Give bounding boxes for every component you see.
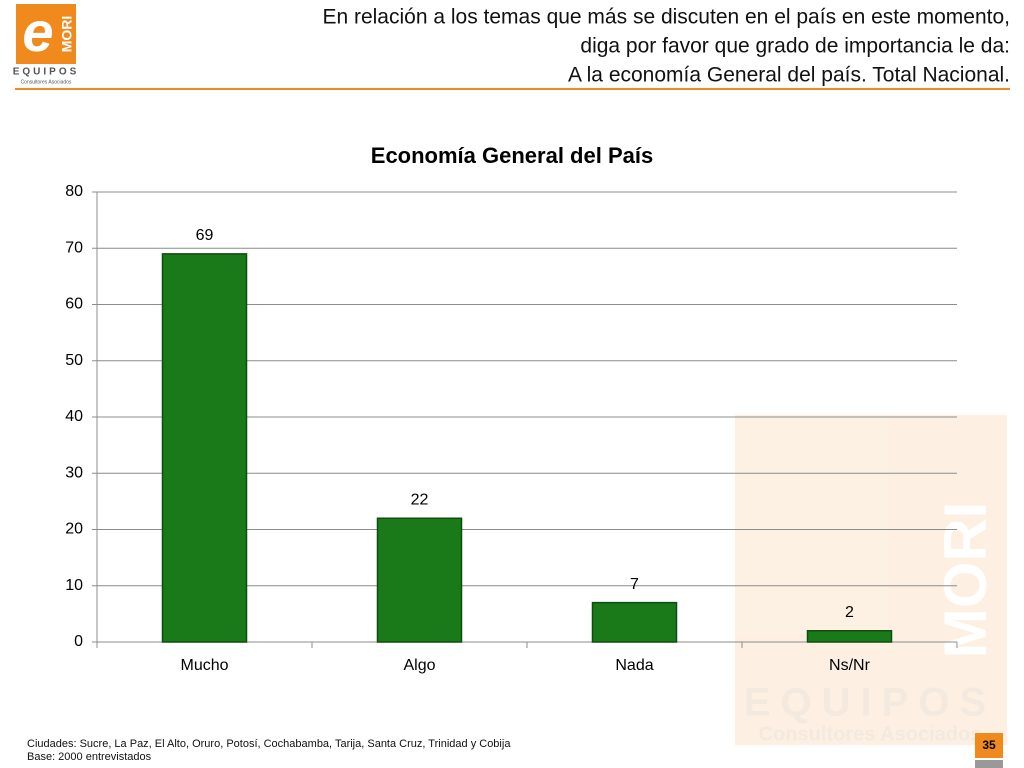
page-bar: [975, 760, 1003, 768]
watermark-brand: MORI: [932, 502, 999, 659]
chart-title: Economía General del País: [371, 143, 653, 168]
logo-brand: MORI: [59, 16, 75, 53]
bar: [376, 517, 463, 643]
data-label: 7: [630, 576, 639, 593]
y-tick-label: 80: [65, 183, 83, 200]
header-line: En relación a los temas que más se discu…: [322, 6, 1010, 29]
y-tick-label: 60: [65, 296, 83, 313]
watermark: MORI EQUIPOS Consultores Asociados: [735, 415, 1007, 745]
logo-name: EQUIPOS: [13, 67, 80, 78]
page-number: 35: [982, 738, 996, 752]
logo-box: [16, 4, 76, 64]
x-tick-label: Ns/Nr: [829, 657, 871, 674]
logo: e MORI EQUIPOS Consultores Asociados: [13, 0, 80, 85]
data-label: 69: [196, 227, 214, 244]
plot: 0 10 20 30 40 50 60 70 80 Mucho 69 Algo 22 Nada 7 Ns/Nr…: [65, 183, 958, 674]
header-line: A la economía General del país. Total Na…: [568, 64, 1010, 87]
page-box: [975, 733, 1003, 758]
watermark-name: EQUIPOS: [744, 681, 996, 725]
data-label: 22: [411, 491, 429, 508]
footer-line: Base: 2000 entrevistados: [27, 751, 152, 763]
y-tick-label: 70: [65, 239, 83, 256]
x-tick-label: Mucho: [180, 657, 228, 674]
x-tick-label: Nada: [615, 657, 653, 674]
data-label: 2: [845, 604, 854, 621]
footer-line: Ciudades: Sucre, La Paz, El Alto, Oruro,…: [27, 738, 511, 750]
header-line: diga por favor que grado de importancia …: [580, 35, 1010, 58]
logo-subtitle: Consultores Asociados: [21, 79, 72, 85]
y-tick-label: 50: [65, 352, 83, 369]
y-tick-label: 0: [74, 633, 83, 650]
bar: [806, 630, 893, 643]
y-tick-label: 10: [65, 577, 83, 594]
y-tick-label: 20: [65, 521, 83, 538]
bar: [161, 253, 248, 643]
bar: [591, 601, 678, 643]
logo-mark: e: [22, 0, 53, 63]
watermark-box: [735, 415, 1007, 745]
x-tick-label: Algo: [403, 657, 435, 674]
watermark-subtitle: Consultores Asociados: [759, 723, 982, 745]
y-tick-label: 30: [65, 464, 83, 481]
y-tick-label: 40: [65, 408, 83, 425]
